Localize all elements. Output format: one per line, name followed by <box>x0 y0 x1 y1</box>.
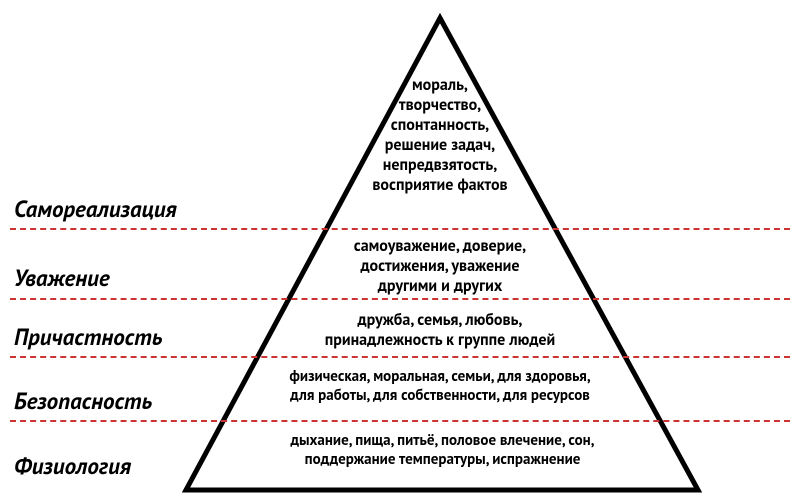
level-divider-0 <box>10 228 790 230</box>
level-label-2: Причастность <box>14 326 162 349</box>
level-label-4: Физиология <box>14 455 131 478</box>
maslow-pyramid-diagram: { "type": "pyramid-hierarchy", "canvas":… <box>0 0 800 500</box>
level-divider-1 <box>10 298 790 300</box>
level-content-1: самоуважение, доверие, достижения, уваже… <box>320 236 560 296</box>
level-content-2: дружба, семья, любовь, принадлежность к … <box>290 310 590 350</box>
level-label-3: Безопасность <box>14 390 152 413</box>
level-content-3: физическая, моральная, семьи, для здоров… <box>250 368 630 406</box>
level-divider-2 <box>10 356 790 358</box>
level-content-0: мораль, творчество, спонтанность, решени… <box>350 75 530 195</box>
level-content-4: дыхание, пища, питьё, половое влечение, … <box>230 432 655 470</box>
level-divider-3 <box>10 420 790 422</box>
level-label-0: Самореализация <box>14 198 177 221</box>
level-label-1: Уважение <box>14 267 110 290</box>
